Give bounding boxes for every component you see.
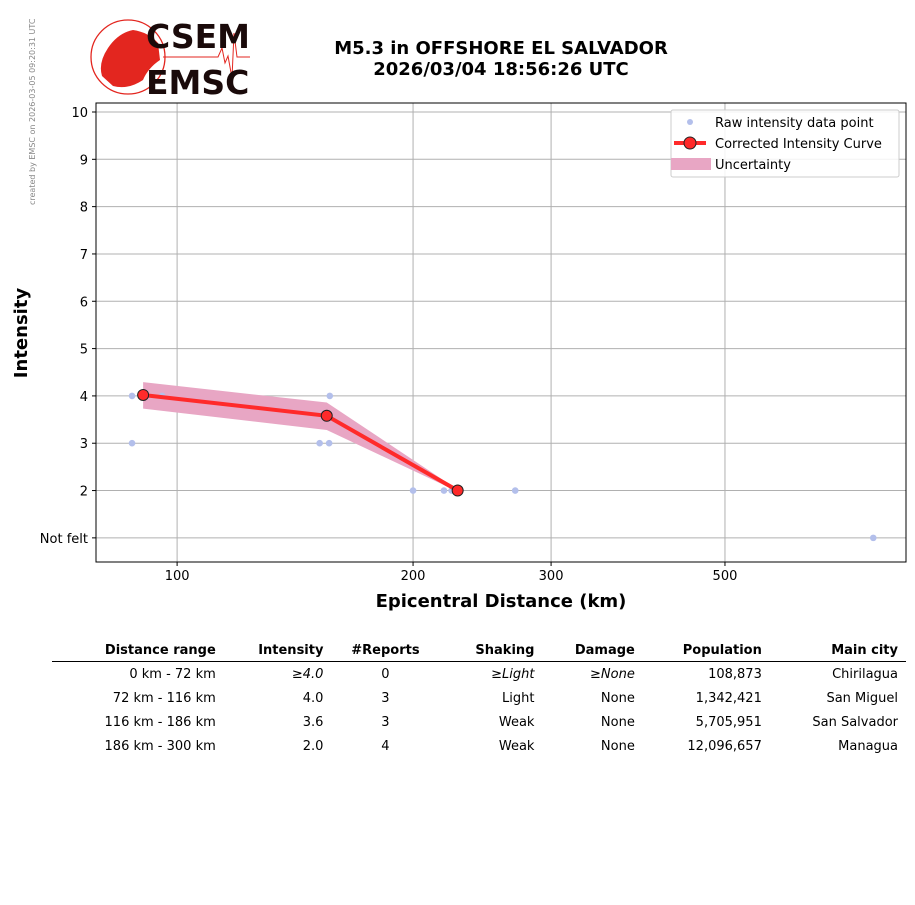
y-axis-label: Intensity xyxy=(11,288,32,379)
intensity-chart: 100 200 300 500 Not felt 2 3 4 5 6 7 8 9 10 Epicentra… xyxy=(11,102,907,612)
table-cell: San Salvador xyxy=(812,714,898,730)
y-tick-label: 2 xyxy=(80,485,88,500)
x-tick-label: 300 xyxy=(539,569,564,584)
table-row: 116 km - 186 km 3.6 3 Weak None 5,705,951 San … xyxy=(52,710,906,734)
svg-text:CSEM: CSEM xyxy=(146,18,250,56)
y-tick-label: 6 xyxy=(80,295,88,310)
curve-point xyxy=(137,388,150,401)
table-cell: ≥Light xyxy=(491,666,535,682)
raw-data-point xyxy=(440,487,448,494)
table-cell: 4.0 xyxy=(302,690,324,706)
column-header: Intensity xyxy=(223,641,332,662)
y-tick-label: 3 xyxy=(80,437,88,452)
table-cell: 1,342,421 xyxy=(695,690,762,706)
x-axis-label: Epicentral Distance (km) xyxy=(376,591,627,612)
table-cell: 5,705,951 xyxy=(695,714,762,730)
y-tick-label: 10 xyxy=(71,106,88,121)
raw-data-point xyxy=(869,534,877,542)
intensity-table: Distance range Intensity #Reports Shaking Da… xyxy=(52,641,906,758)
table-cell: 0 km - 72 km xyxy=(129,666,216,682)
table-cell: ≥4.0 xyxy=(291,666,324,682)
y-tick-label: Not felt xyxy=(40,532,88,547)
raw-data-point xyxy=(511,487,519,494)
table-cell: None xyxy=(600,714,635,730)
table-cell: 3 xyxy=(381,690,390,706)
table-row: 186 km - 300 km 2.0 4 Weak None 12,096,657 Man… xyxy=(52,734,906,758)
raw-data-point xyxy=(326,392,334,400)
table-cell: None xyxy=(600,738,635,754)
svg-text:EMSC: EMSC xyxy=(146,63,249,100)
y-tick-label: 4 xyxy=(80,390,88,405)
table-cell: None xyxy=(600,690,635,706)
legend: Raw intensity data point Corrected Inten… xyxy=(670,109,900,178)
raw-data-point xyxy=(128,439,136,447)
table-cell: 108,873 xyxy=(708,666,762,682)
table-cell: San Miguel xyxy=(826,690,898,706)
table-cell: 0 xyxy=(381,666,390,682)
table-cell: Weak xyxy=(498,714,535,730)
curve-point xyxy=(320,409,333,422)
column-header: #Reports xyxy=(331,641,444,662)
column-header: Main city xyxy=(769,641,906,662)
y-tick-label: 7 xyxy=(80,248,88,263)
y-tick-label: 8 xyxy=(80,201,88,216)
title-line2: 2026/03/04 18:56:26 UTC xyxy=(373,59,629,80)
emsc-logo: CSEM EMSC xyxy=(90,18,250,100)
table-cell: 186 km - 300 km xyxy=(104,738,216,754)
chart-title: M5.3 in OFFSHORE EL SALVADOR 2026/03/04 … xyxy=(300,38,702,80)
column-header: Population xyxy=(642,641,770,662)
legend-raw-marker xyxy=(687,119,693,125)
raw-data-point xyxy=(409,487,417,494)
legend-curve: Corrected Intensity Curve xyxy=(715,137,882,152)
table-cell: Chirilagua xyxy=(832,666,898,682)
legend-uncertainty-swatch xyxy=(671,158,711,170)
column-header: Shaking xyxy=(443,641,543,662)
table-cell: Managua xyxy=(838,738,898,754)
legend-curve-marker xyxy=(683,136,697,150)
y-tick-label: 5 xyxy=(80,343,88,358)
legend-uncertainty: Uncertainty xyxy=(715,158,791,173)
uncertainty-band xyxy=(143,382,458,492)
raw-data-point xyxy=(128,392,136,400)
table-cell: 12,096,657 xyxy=(687,738,762,754)
table-cell: Light xyxy=(502,690,535,706)
table-cell: 3.6 xyxy=(302,714,324,730)
column-header: Distance range xyxy=(52,641,224,662)
curve-point xyxy=(451,484,464,497)
table-row: 72 km - 116 km 4.0 3 Light None 1,342,421 San … xyxy=(52,686,906,710)
table-cell: 4 xyxy=(381,738,390,754)
legend-raw: Raw intensity data point xyxy=(715,116,874,131)
raw-data-point xyxy=(325,439,333,447)
table-cell: ≥None xyxy=(590,666,635,682)
table-cell: Weak xyxy=(498,738,535,754)
title-line1: M5.3 in OFFSHORE EL SALVADOR xyxy=(334,38,668,59)
raw-data-point xyxy=(316,439,323,447)
table-row: 0 km - 72 km ≥4.0 0 ≥Light ≥None 108,873 Chiri… xyxy=(52,662,906,687)
x-tick-label: 200 xyxy=(401,569,426,584)
x-tick-label: 100 xyxy=(165,569,190,584)
table-cell: 116 km - 186 km xyxy=(104,714,216,730)
table-cell: 72 km - 116 km xyxy=(112,690,216,706)
table-cell: 3 xyxy=(381,714,390,730)
y-tick-label: 9 xyxy=(80,153,88,168)
x-tick-label: 500 xyxy=(713,569,738,584)
column-header: Damage xyxy=(542,641,643,662)
table-cell: 2.0 xyxy=(302,738,324,754)
